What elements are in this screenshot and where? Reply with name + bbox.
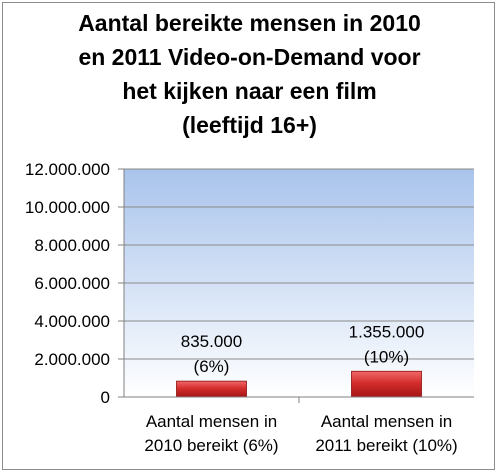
data-label: (6%): [194, 357, 230, 376]
data-labels: 835.000 (6%) 1.355.000 (10%): [181, 322, 425, 376]
gridlines: [124, 168, 474, 360]
data-label: 1.355.000: [349, 322, 425, 341]
y-tick-label: 6.000.000: [34, 274, 110, 293]
y-tick-label: 8.000.000: [34, 236, 110, 255]
title-line-4: (leeftijd 16+): [182, 112, 317, 138]
chart-title: Aantal bereikte mensen in 2010 en 2011 V…: [0, 6, 499, 142]
bar: [351, 370, 422, 398]
x-category-label: 2011 bereikt (10%): [315, 436, 457, 455]
data-label: (10%): [364, 347, 409, 366]
title-line-3: het kijken naar een film: [122, 78, 377, 104]
x-category-label: 2010 bereikt (6%): [144, 436, 278, 455]
x-category-label: Aantal mensen in: [321, 412, 452, 431]
title-line-2: en 2011 Video-on-Demand voor: [78, 44, 421, 70]
y-tick-label: 0: [101, 388, 110, 407]
y-axis-ticks: 0 2.000.000 4.000.000 6.000.000 8.000.000 10.…: [25, 160, 124, 407]
data-label: 835.000: [181, 332, 242, 351]
bars: [176, 370, 422, 398]
y-tick-label: 2.000.000: [34, 350, 110, 369]
x-axis-labels: Aantal mensen in 2010 bereikt (6%) Aantal …: [144, 397, 458, 455]
x-category-label: Aantal mensen in: [146, 412, 277, 431]
y-tick-label: 10.000.000: [25, 198, 110, 217]
title-line-1: Aantal bereikte mensen in 2010: [78, 10, 421, 36]
y-tick-label: 4.000.000: [34, 312, 110, 331]
y-tick-label: 12.000.000: [25, 160, 110, 179]
bar: [176, 380, 247, 398]
